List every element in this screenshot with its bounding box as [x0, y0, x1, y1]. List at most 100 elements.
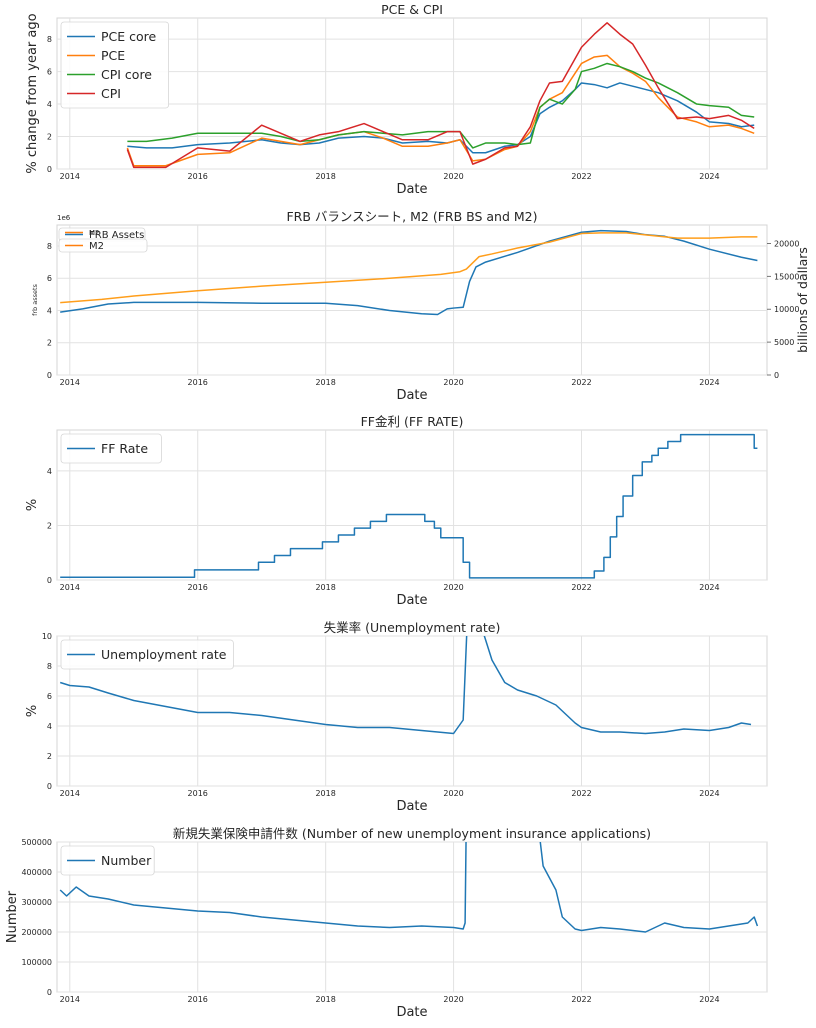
x-tick-label: 2020 [443, 995, 463, 1004]
y-axis-label: % [25, 705, 40, 717]
x-tick-label: 2022 [571, 583, 591, 592]
chart-panel-ff-rate: 2014 2016 2018 2020 2022 2024 0 2 4 FF金利 (FF RATE… [25, 414, 768, 608]
y-tick-label: 8 [47, 662, 52, 671]
x-tick-label: 2022 [571, 378, 591, 387]
chart-panel-pce-cpi: 2014 2016 2018 2020 2022 2024 0 2 4 6 8 PCE & CPI Da… [25, 2, 768, 197]
legend-box [60, 639, 234, 670]
legend: FF Rate [60, 433, 162, 464]
x-tick-label: 2024 [699, 789, 719, 798]
y-tick-label: 0 [47, 576, 52, 585]
series-line-1 [126, 54, 755, 167]
legend-label: PCE [101, 48, 125, 63]
y-tick-label: 200000 [21, 928, 52, 937]
y-tick-label: 100000 [21, 958, 52, 967]
legend-label: CPI [101, 86, 121, 101]
series-line-0 [60, 433, 758, 579]
x-tick-label: 2014 [60, 583, 80, 592]
y-axis-label: Number [5, 890, 20, 943]
x-tick-label: 2016 [188, 378, 208, 387]
x-tick-label: 2024 [699, 995, 719, 1004]
x-tick-label: 2014 [60, 378, 80, 387]
series-line-3 [126, 22, 755, 169]
y-tick-label: 2 [47, 521, 52, 530]
legend-box [60, 433, 162, 464]
right-y-tick-label: 5000 [774, 338, 794, 347]
chart-title: FRB バランスシート, M2 (FRB BS and M2) [286, 209, 537, 224]
plot-area [56, 224, 768, 376]
y-tick-label: 8 [47, 35, 52, 44]
legend-box [60, 845, 155, 876]
y-tick-label: 6 [47, 68, 52, 77]
series-line-1 [60, 232, 758, 304]
series-line-0 [127, 82, 755, 154]
x-tick-label: 2016 [188, 789, 208, 798]
x-axis-label: Date [396, 593, 427, 608]
x-tick-label: 2024 [699, 172, 719, 181]
plot-area [56, 841, 768, 993]
plot-area [56, 17, 768, 170]
right-y-tick-label: 15000 [774, 272, 799, 281]
y-tick-label: 4 [47, 306, 52, 315]
y-tick-label: 10 [42, 632, 52, 641]
y-tick-label: 4 [47, 467, 52, 476]
right-y-tick-label: 0 [774, 371, 779, 380]
right-y-tick-label: 20000 [774, 239, 799, 248]
chart-title: PCE & CPI [381, 2, 443, 17]
x-tick-label: 2016 [188, 995, 208, 1004]
x-tick-label: 2014 [60, 789, 80, 798]
legend: Unemployment rate [60, 639, 234, 670]
chart-title: 失業率 (Unemployment rate) [324, 620, 501, 635]
x-tick-label: 2014 [60, 172, 80, 181]
x-tick-label: 2024 [699, 378, 719, 387]
y-tick-label: 2 [47, 339, 52, 348]
legend: Number [60, 845, 155, 876]
legend-box [60, 21, 169, 109]
legend-label: CPI core [101, 67, 152, 82]
x-axis-label: Date [396, 182, 427, 197]
chart-panel-frb-m2: 2014 2016 2018 2020 2022 2024 0 2 4 6 8 FRB バランスシート… [31, 209, 810, 403]
right-y-axis-label: billions of dallars [795, 247, 810, 353]
chart-title: FF金利 (FF RATE) [361, 414, 464, 429]
legend-box [58, 238, 148, 253]
y-tick-label: 500000 [21, 838, 52, 847]
x-axis-label: Date [396, 1005, 427, 1020]
x-tick-label: 2016 [188, 583, 208, 592]
y-tick-label: 0 [47, 988, 52, 997]
series-line-0 [59, 842, 759, 933]
legend: M2 [58, 238, 148, 253]
y-tick-label: 2 [47, 752, 52, 761]
legend-label: M2 [89, 241, 104, 252]
x-tick-label: 2018 [315, 789, 335, 798]
legend-label: Number [101, 853, 152, 868]
y-axis-label: % [25, 499, 40, 511]
x-tick-label: 2024 [699, 583, 719, 592]
x-tick-label: 2014 [60, 995, 80, 1004]
y-tick-label: 6 [47, 692, 52, 701]
plot-area [56, 429, 768, 581]
series-line-2 [127, 62, 755, 149]
x-tick-label: 2022 [571, 995, 591, 1004]
legend: PCE core PCE CPI core CPI [60, 21, 169, 109]
x-tick-label: 2022 [571, 789, 591, 798]
y-tick-label: 8 [47, 242, 52, 251]
legend: M2 [65, 229, 100, 237]
y-axis-label: % change from year ago [25, 13, 40, 173]
y-tick-label: 400000 [21, 868, 52, 877]
x-tick-label: 2018 [315, 995, 335, 1004]
legend-label: M2 [89, 229, 100, 237]
x-axis-label: Date [396, 799, 427, 814]
y-tick-label: 0 [47, 165, 52, 174]
legend-label: PCE core [101, 29, 157, 44]
x-tick-label: 2018 [315, 172, 335, 181]
x-tick-label: 2020 [443, 172, 463, 181]
y-tick-label: 6 [47, 274, 52, 283]
legend-label: FF Rate [101, 441, 148, 456]
x-tick-label: 2020 [443, 378, 463, 387]
x-axis-label: Date [396, 388, 427, 403]
x-tick-label: 2020 [443, 789, 463, 798]
y-axis-label: frb assets [31, 283, 39, 315]
chart-title: 新規失業保険申請件数 (Number of new unemployment i… [173, 826, 651, 841]
y-tick-label: 4 [47, 722, 52, 731]
